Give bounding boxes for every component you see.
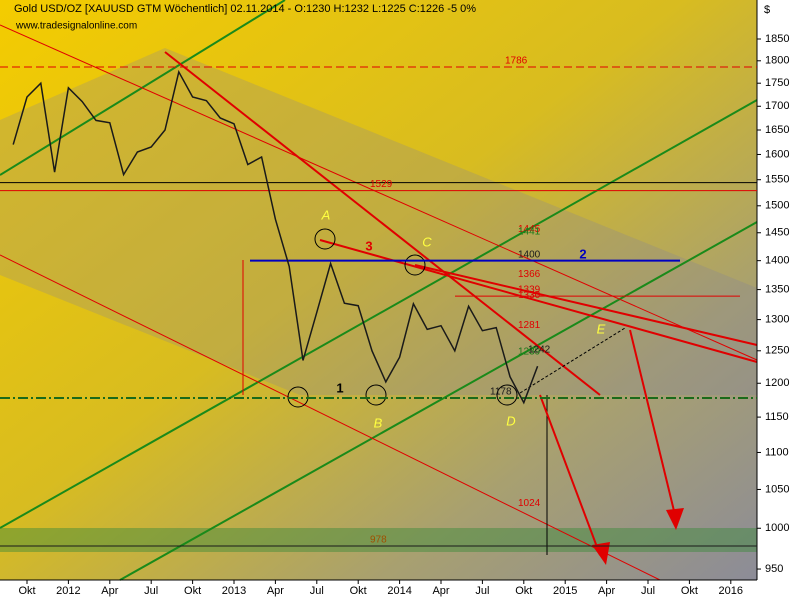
pivot-circle — [314, 228, 336, 250]
y-tick-label: 1200 — [765, 377, 789, 389]
arrow-head — [666, 508, 684, 530]
y-tick-label: 950 — [765, 563, 783, 575]
x-tick-label: Apr — [101, 585, 118, 597]
y-tick-label: 1000 — [765, 522, 789, 534]
y-tick-label: 1350 — [765, 283, 789, 295]
forecast-arrow — [629, 329, 676, 516]
level-label: 1242 — [528, 345, 551, 356]
x-tick-label: Jul — [144, 585, 158, 597]
y-tick-label: 1800 — [765, 55, 789, 67]
x-tick-label: Apr — [267, 585, 284, 597]
annotation: 3 — [365, 238, 372, 253]
level-label: 1441 — [518, 226, 541, 237]
support-zone — [0, 528, 757, 552]
x-tick-label: 2012 — [56, 585, 80, 597]
annotation: D — [506, 413, 515, 428]
y-tick-label: 1500 — [765, 200, 789, 212]
annotation: 1 — [336, 380, 343, 395]
level-label: 1786 — [505, 56, 528, 67]
y-tick-label: 1450 — [765, 227, 789, 239]
x-tick-label: Jul — [310, 585, 324, 597]
green-trend — [0, 0, 286, 176]
level-label: 1339 — [518, 285, 541, 296]
pivot-circle — [365, 384, 387, 406]
x-tick-label: 2014 — [387, 585, 411, 597]
forecast-arrow — [539, 394, 601, 556]
y-tick-label: 1150 — [765, 411, 789, 423]
pivot-circle — [496, 384, 518, 406]
red-channel — [0, 254, 661, 581]
x-tick-label: Jul — [641, 585, 655, 597]
green-trend — [119, 221, 758, 581]
x-tick-label: Okt — [515, 585, 532, 597]
level-label: 1281 — [518, 320, 541, 331]
arrow-head — [592, 542, 610, 565]
level-label: 1178 — [490, 387, 512, 398]
chart-title: Gold USD/OZ [XAUUSD GTM Wöchentlich] 02.… — [14, 3, 476, 15]
pivot-circle — [404, 254, 426, 276]
x-tick-label: Okt — [184, 585, 201, 597]
chart-subtitle: www.tradesignalonline.com — [15, 21, 137, 32]
y-axis-label: $ — [764, 4, 770, 16]
x-tick-label: Apr — [598, 585, 615, 597]
y-tick-label: 1550 — [765, 174, 789, 186]
red-trend — [414, 264, 758, 346]
projection — [519, 327, 626, 394]
level-label: 978 — [370, 535, 387, 546]
y-tick-label: 1250 — [765, 345, 789, 357]
red-channel — [0, 24, 758, 361]
x-tick-label: Jul — [475, 585, 489, 597]
y-tick-label: 1050 — [765, 483, 789, 495]
x-tick-label: 2013 — [222, 585, 246, 597]
level-label: 1366 — [518, 269, 541, 280]
level-label: 1400 — [518, 249, 541, 260]
x-tick-label: Okt — [350, 585, 367, 597]
y-tick-label: 1850 — [765, 33, 789, 45]
level-label: 1529 — [370, 179, 393, 190]
level-label: 1445 — [518, 224, 541, 235]
annotation: 2 — [579, 246, 586, 261]
x-tick-label: 2016 — [719, 585, 743, 597]
y-tick-label: 1100 — [765, 446, 789, 458]
green-trend — [0, 99, 758, 529]
level-label: 1239 — [518, 346, 541, 357]
price-line — [12, 69, 539, 405]
y-tick-label: 1700 — [765, 100, 789, 112]
x-tick-label: Apr — [432, 585, 449, 597]
level-label: 1024 — [518, 498, 541, 509]
x-tick-label: Okt — [18, 585, 35, 597]
x-tick-label: Okt — [681, 585, 698, 597]
y-tick-label: 1750 — [765, 77, 789, 89]
y-tick-label: 1600 — [765, 148, 789, 160]
annotation: B — [374, 415, 383, 430]
red-trend — [164, 51, 601, 396]
x-tick-label: 2015 — [553, 585, 577, 597]
annotation: A — [321, 207, 331, 222]
level-label: 1330 — [518, 290, 541, 301]
y-tick-label: 1300 — [765, 314, 789, 326]
y-tick-label: 1650 — [765, 124, 789, 136]
y-tick-label: 1400 — [765, 255, 789, 267]
annotation: E — [597, 321, 606, 336]
annotation: C — [422, 234, 432, 249]
